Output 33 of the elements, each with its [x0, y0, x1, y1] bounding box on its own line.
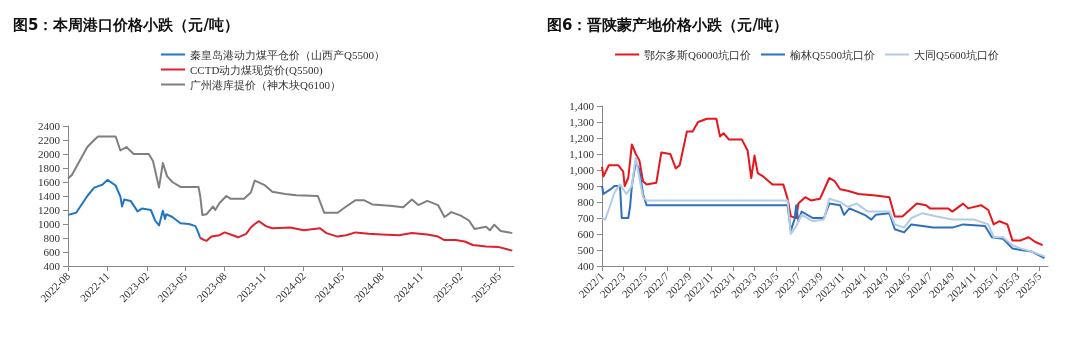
y-tick-label: 2000: [38, 148, 61, 160]
legend-label: 广州港库提价（神木块Q6100）: [190, 78, 341, 91]
y-tick-label: 1000: [38, 218, 61, 230]
line-series: [67, 178, 202, 239]
y-tick-label: 1400: [38, 190, 61, 202]
y-tick-label: 600: [43, 246, 61, 258]
y-tick-label: 800: [43, 232, 61, 244]
y-tick-label: 900: [577, 180, 595, 192]
y-tick-label: 400: [577, 260, 595, 272]
y-tick-label: 2200: [38, 134, 61, 146]
legend-label: 榆林Q5500坑口价: [790, 48, 875, 61]
legend-label: 鄂尔多斯Q6000坑口价: [644, 48, 752, 61]
y-tick-label: 2400: [38, 120, 61, 132]
chart-title: 图5：本周港口价格小跌（元/吨）: [13, 15, 239, 34]
y-tick-label: 1600: [38, 176, 61, 188]
legend-label: 大同Q5600坑口价: [913, 48, 999, 61]
y-tick-label: 1,400: [569, 100, 595, 112]
y-tick-label: 1,200: [569, 132, 595, 144]
chart-title: 图6：晋陕蒙产地价格小跌（元/吨）: [547, 15, 788, 34]
y-tick-label: 800: [577, 196, 595, 208]
line-series: [601, 117, 1044, 247]
y-tick-label: 1,000: [569, 164, 595, 176]
y-tick-label: 1,300: [569, 116, 595, 128]
legend-label: CCTD动力煤现货价(Q5500): [190, 63, 323, 77]
y-tick-label: 400: [43, 260, 61, 272]
y-tick-label: 1,100: [569, 148, 595, 160]
y-tick-label: 700: [577, 212, 595, 224]
legend-label: 秦皇岛港动力煤平仓价（山西产Q5500）: [190, 48, 385, 61]
y-tick-label: 1200: [38, 204, 61, 216]
line-series: [199, 220, 514, 252]
y-tick-label: 600: [577, 228, 595, 240]
y-tick-label: 500: [577, 244, 595, 256]
y-tick-label: 1800: [38, 162, 61, 174]
